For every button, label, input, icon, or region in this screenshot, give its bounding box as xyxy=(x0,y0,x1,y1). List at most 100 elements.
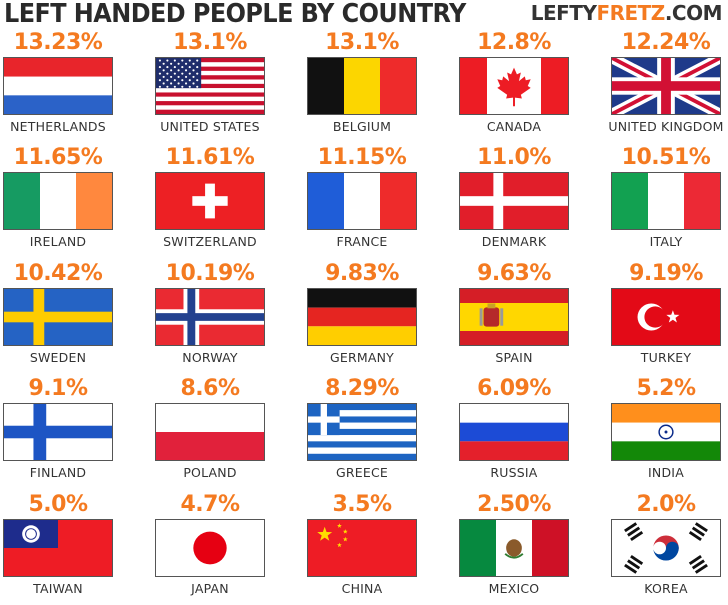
percentage-label: 6.09% xyxy=(477,376,551,402)
country-grid: 13.23% NETHERLANDS 13.1% UNITED STATES 13.1%… xyxy=(0,28,728,596)
country-name: FRANCE xyxy=(336,234,388,250)
percentage-label: 2.50% xyxy=(477,491,551,517)
country-name: DENMARK xyxy=(481,234,547,250)
country-cell: 9.83% GERMANY xyxy=(304,259,456,374)
country-cell: 9.63% SPAIN xyxy=(456,259,608,374)
percentage-label: 8.29% xyxy=(325,376,399,402)
turkey-flag xyxy=(611,287,721,346)
japan-flag xyxy=(155,518,265,577)
country-name: CANADA xyxy=(486,119,542,134)
denmark-flag xyxy=(459,172,569,231)
netherlands-flag xyxy=(3,57,113,115)
country-cell: 13.23% NETHERLANDS xyxy=(0,28,152,143)
country-cell: 12.24% UNITED KINGDOM xyxy=(608,28,728,143)
percentage-label: 5.2% xyxy=(636,376,696,402)
country-name: ITALY xyxy=(649,234,683,250)
percentage-label: 3.5% xyxy=(332,491,392,517)
country-cell: 10.19% NORWAY xyxy=(152,259,304,374)
country-cell: 3.5% CHINA xyxy=(304,490,456,605)
country-name: GREECE xyxy=(336,465,388,481)
united-states-flag xyxy=(155,57,265,115)
country-name: SWEDEN xyxy=(29,349,87,365)
country-cell: 2.0% KOREA xyxy=(608,490,728,605)
spain-flag xyxy=(459,287,569,346)
country-name: SPAIN xyxy=(495,349,533,365)
sweden-flag xyxy=(3,287,113,346)
country-cell: 9.1% FINLAND xyxy=(0,374,152,489)
percentage-label: 9.63% xyxy=(477,260,551,286)
country-name: BELGIUM xyxy=(332,119,392,134)
percentage-label: 9.19% xyxy=(629,260,703,286)
percentage-label: 2.0% xyxy=(636,491,696,517)
france-flag xyxy=(307,172,417,231)
percentage-label: 11.61% xyxy=(165,145,255,171)
country-cell: 5.0% TAIWAN xyxy=(0,490,152,605)
country-cell: 11.15% FRANCE xyxy=(304,143,456,258)
germany-flag xyxy=(307,287,417,346)
country-cell: 11.65% IRELAND xyxy=(0,143,152,258)
country-name: GERMANY xyxy=(330,349,394,365)
country-name: INDIA xyxy=(648,465,684,481)
percentage-label: 11.65% xyxy=(13,145,103,171)
country-cell: 13.1% UNITED STATES xyxy=(152,28,304,143)
country-name: TAIWAN xyxy=(33,580,83,596)
percentage-label: 12.24% xyxy=(621,30,711,55)
country-cell: 2.50% MEXICO xyxy=(456,490,608,605)
percentage-label: 10.51% xyxy=(621,145,711,171)
greece-flag xyxy=(307,403,417,462)
country-cell: 9.19% TURKEY xyxy=(608,259,728,374)
poland-flag xyxy=(155,403,265,462)
united-kingdom-flag xyxy=(611,57,721,115)
country-cell: 5.2% INDIA xyxy=(608,374,728,489)
percentage-label: 13.1% xyxy=(173,30,247,55)
logo-part-com: .COM xyxy=(664,1,723,25)
country-name: SWITZERLAND xyxy=(163,234,257,250)
percentage-label: 11.15% xyxy=(317,145,407,171)
percentage-label: 10.42% xyxy=(13,260,103,286)
country-cell: 6.09% RUSSIA xyxy=(456,374,608,489)
percentage-label: 9.1% xyxy=(28,376,88,402)
header: LEFT HANDED PEOPLE BY COUNTRY LEFTYFRETZ… xyxy=(0,0,728,30)
country-name: UNITED STATES xyxy=(160,119,260,134)
country-cell: 10.42% SWEDEN xyxy=(0,259,152,374)
country-name: TURKEY xyxy=(640,349,692,365)
taiwan-flag xyxy=(3,518,113,577)
percentage-label: 8.6% xyxy=(180,376,240,402)
country-name: UNITED KINGDOM xyxy=(608,119,724,134)
percentage-label: 13.23% xyxy=(13,30,103,55)
russia-flag xyxy=(459,403,569,462)
country-cell: 8.29% GREECE xyxy=(304,374,456,489)
country-cell: 13.1% BELGIUM xyxy=(304,28,456,143)
country-name: RUSSIA xyxy=(490,465,538,481)
country-cell: 12.8% CANADA xyxy=(456,28,608,143)
percentage-label: 13.1% xyxy=(325,30,399,55)
country-name: POLAND xyxy=(183,465,237,481)
percentage-label: 5.0% xyxy=(28,491,88,517)
norway-flag xyxy=(155,287,265,346)
india-flag xyxy=(611,403,721,462)
ireland-flag xyxy=(3,172,113,231)
country-name: CHINA xyxy=(341,580,383,596)
logo-part-lefty: LEFTY xyxy=(530,1,597,25)
country-name: IRELAND xyxy=(29,234,87,250)
country-cell: 4.7% JAPAN xyxy=(152,490,304,605)
country-name: FINLAND xyxy=(29,465,87,481)
canada-flag xyxy=(459,57,569,115)
percentage-label: 9.83% xyxy=(325,260,399,286)
percentage-label: 4.7% xyxy=(180,491,240,517)
country-cell: 10.51% ITALY xyxy=(608,143,728,258)
switzerland-flag xyxy=(155,172,265,231)
country-name: JAPAN xyxy=(191,580,229,596)
korea-flag xyxy=(611,518,721,577)
country-cell: 11.61% SWITZERLAND xyxy=(152,143,304,258)
mexico-flag xyxy=(459,518,569,577)
percentage-label: 11.0% xyxy=(477,145,551,171)
percentage-label: 12.8% xyxy=(477,30,551,55)
china-flag xyxy=(307,518,417,577)
country-name: NORWAY xyxy=(182,349,238,365)
country-name: KOREA xyxy=(644,580,688,596)
percentage-label: 10.19% xyxy=(165,260,255,286)
country-name: NETHERLANDS xyxy=(10,119,106,134)
country-cell: 11.0% DENMARK xyxy=(456,143,608,258)
brand-logo[interactable]: LEFTYFRETZ.COM xyxy=(530,1,723,25)
